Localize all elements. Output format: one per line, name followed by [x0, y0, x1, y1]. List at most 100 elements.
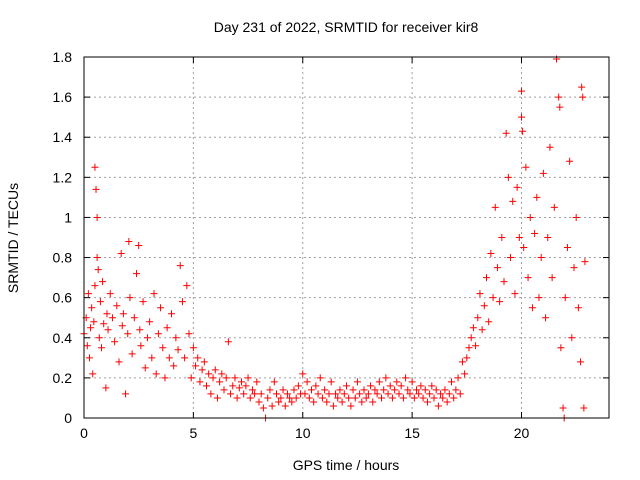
data-point: [91, 282, 99, 290]
data-point: [537, 254, 545, 262]
data-point: [489, 294, 497, 302]
data-point: [555, 93, 563, 101]
data-point: [288, 398, 296, 406]
data-point: [150, 290, 158, 298]
data-point: [161, 374, 169, 382]
y-tick-label: 0: [64, 410, 72, 426]
data-point: [476, 290, 484, 298]
data-point: [382, 374, 390, 382]
x-tick-label: 10: [295, 425, 311, 441]
data-point: [428, 382, 436, 390]
data-point: [504, 173, 512, 181]
data-point: [216, 378, 224, 386]
data-point: [483, 274, 490, 282]
data-point: [478, 326, 486, 334]
data-point: [119, 310, 127, 318]
data-point: [456, 390, 464, 398]
data-point: [259, 404, 267, 412]
data-point: [277, 394, 285, 402]
data-point: [118, 322, 126, 330]
data-point: [439, 394, 447, 402]
data-point: [95, 334, 103, 342]
data-point: [430, 394, 438, 402]
data-point: [310, 398, 318, 406]
data-point: [85, 354, 93, 362]
data-point: [519, 127, 527, 135]
data-point: [340, 390, 348, 398]
data-point: [301, 390, 309, 398]
data-point: [83, 342, 91, 350]
data-point: [347, 402, 355, 410]
data-point: [542, 314, 550, 322]
data-point: [224, 338, 232, 346]
y-tick-label: 1.2: [53, 169, 73, 185]
data-point: [312, 382, 320, 390]
data-point: [345, 394, 353, 402]
data-point: [235, 384, 243, 392]
data-point: [183, 282, 191, 290]
x-tick-label: 15: [404, 425, 420, 441]
y-tick-label: 1.6: [53, 89, 73, 105]
data-point: [185, 330, 193, 338]
data-points: [80, 55, 589, 422]
data-point: [89, 370, 97, 378]
data-point: [102, 384, 110, 392]
data-point: [450, 394, 458, 402]
data-point: [238, 378, 245, 386]
data-point: [286, 394, 294, 402]
data-point: [472, 342, 480, 350]
data-point: [391, 386, 399, 394]
y-tick-label: 0.8: [53, 250, 73, 266]
data-point: [351, 394, 359, 402]
data-point: [338, 398, 346, 406]
data-point: [165, 354, 173, 362]
y-tick-label: 1: [64, 209, 72, 225]
data-point: [557, 344, 565, 352]
data-point: [246, 394, 254, 402]
data-point: [133, 270, 140, 278]
data-point: [181, 354, 189, 362]
data-point: [93, 254, 101, 262]
data-point: [308, 386, 315, 394]
data-point: [548, 274, 556, 282]
data-point: [526, 213, 534, 221]
data-point: [434, 402, 442, 410]
data-point: [496, 298, 504, 306]
data-point: [362, 394, 370, 402]
data-point: [251, 390, 259, 398]
data-point: [452, 386, 460, 394]
data-point: [432, 386, 440, 394]
data-point: [445, 390, 453, 398]
data-point: [279, 386, 287, 394]
data-point: [415, 390, 423, 398]
data-point: [546, 143, 554, 151]
data-point: [343, 382, 350, 390]
data-point: [113, 302, 121, 310]
data-point: [581, 258, 589, 266]
x-tick-label: 0: [80, 425, 88, 441]
data-point: [528, 304, 536, 312]
data-point: [99, 278, 107, 286]
data-point: [192, 362, 200, 370]
data-point: [520, 244, 528, 252]
data-point: [349, 386, 357, 394]
data-point: [124, 330, 132, 338]
data-point: [566, 157, 574, 165]
data-point: [570, 264, 578, 272]
data-point: [437, 390, 445, 398]
data-point: [393, 378, 401, 386]
data-point: [200, 358, 208, 366]
data-point: [384, 390, 392, 398]
data-point: [500, 278, 508, 286]
data-point: [268, 402, 276, 410]
data-point: [170, 362, 178, 370]
data-point: [231, 374, 239, 382]
data-point: [139, 298, 147, 306]
data-point: [364, 390, 372, 398]
data-point: [397, 382, 405, 390]
data-point: [580, 404, 588, 412]
data-point: [292, 394, 300, 402]
data-point: [125, 238, 133, 246]
data-point: [461, 370, 469, 378]
